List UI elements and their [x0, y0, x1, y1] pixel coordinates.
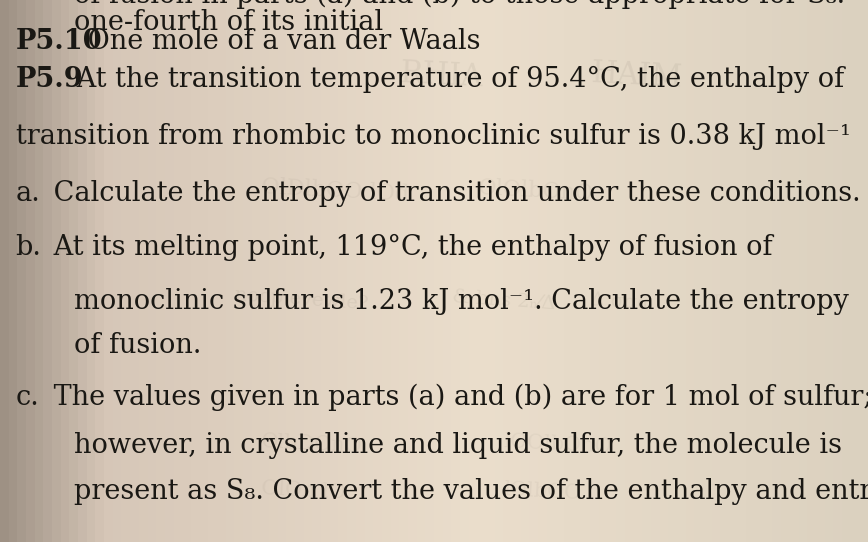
- Text: OlDlbOO lOd: OlDlbOO lOd: [260, 176, 410, 205]
- Text: OlOlbOnO: OlOlbOnO: [477, 178, 595, 205]
- Text: Δ σαω: Δ σαω: [590, 291, 654, 313]
- Text: noop evewle?: noop evewle?: [234, 286, 369, 313]
- Text: At its melting point, 119°C, the enthalpy of fusion of: At its melting point, 119°C, the enthalp…: [45, 234, 773, 261]
- Text: lOOlbOnO: lOOlbOnO: [503, 432, 613, 456]
- Text: lOlbOO: lOlbOO: [503, 480, 582, 502]
- Text: Calculate the entropy of transition under these conditions.: Calculate the entropy of transition unde…: [45, 179, 861, 207]
- Text: P5.9: P5.9: [16, 66, 83, 93]
- Text: transition from rhombic to monoclinic sulfur is 0.38 kJ mol⁻¹: transition from rhombic to monoclinic su…: [16, 122, 851, 150]
- Text: one-fourth of its initial: one-fourth of its initial: [74, 9, 388, 36]
- Text: OlbDOnO: OlbDOnO: [260, 433, 363, 456]
- Text: a.: a.: [16, 179, 41, 207]
- Text: present as S₈. Convert the values of the enthalpy and entropy: present as S₈. Convert the values of the…: [74, 478, 868, 505]
- Text: b.: b.: [16, 234, 42, 261]
- Text: HAIM: HAIM: [590, 58, 683, 94]
- Text: of fusion in parts (a) and (b) to those appropriate for S₈.: of fusion in parts (a) and (b) to those …: [74, 0, 845, 9]
- Text: RHIA: RHIA: [399, 59, 484, 94]
- Text: The values given in parts (a) and (b) are for 1 mol of sulfur;: The values given in parts (a) and (b) ar…: [45, 384, 868, 411]
- Text: monoclinic sulfur is 1.23 kJ mol⁻¹. Calculate the entropy: monoclinic sulfur is 1.23 kJ mol⁻¹. Calc…: [74, 288, 849, 315]
- Text: At the transition temperature of 95.4°C, the enthalpy of: At the transition temperature of 95.4°C,…: [68, 66, 844, 93]
- Text: c.: c.: [16, 384, 39, 411]
- Text: P: P: [712, 294, 726, 313]
- Text: One mole of a van der Waals: One mole of a van der Waals: [79, 28, 481, 55]
- Text: & bns 2ₙ⁄Δ: & bns 2ₙ⁄Δ: [451, 288, 556, 313]
- Text: OlOn lO: OlOn lO: [260, 479, 346, 502]
- Text: P5.10: P5.10: [16, 28, 102, 55]
- Text: of fusion.: of fusion.: [74, 332, 201, 359]
- Text: however, in crystalline and liquid sulfur, the molecule is: however, in crystalline and liquid sulfu…: [74, 431, 842, 459]
